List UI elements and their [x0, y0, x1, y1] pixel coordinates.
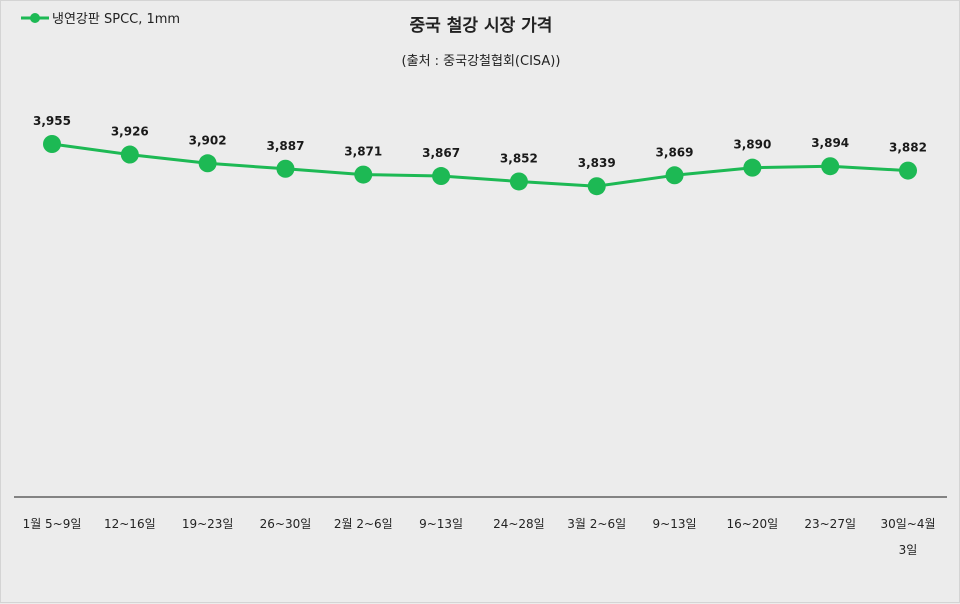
- data-label: 3,882: [889, 141, 927, 155]
- data-point: [120, 145, 139, 164]
- data-point: [43, 135, 61, 153]
- x-tick-label: 19~23일: [182, 517, 234, 531]
- data-label: 3,902: [189, 133, 227, 147]
- data-point: [509, 172, 528, 191]
- data-label: 3,869: [656, 145, 694, 159]
- x-tick-label: 24~28일: [493, 517, 545, 531]
- legend-dot-marker: [30, 13, 40, 23]
- data-label: 3,867: [422, 146, 460, 160]
- x-tick-label: 30일~4월 3일: [880, 517, 935, 557]
- x-tick-label: 9~13일: [419, 517, 463, 531]
- data-point: [665, 166, 684, 185]
- chart-subtitle: (출처 : 중국강철협회(CISA)): [402, 54, 561, 69]
- data-point: [432, 167, 451, 186]
- x-tick-label: 23~27일: [804, 517, 856, 531]
- x-tick-label: 2월 2~6일: [334, 517, 393, 531]
- data-label: 3,852: [500, 151, 538, 165]
- data-point: [743, 158, 762, 177]
- data-point: [899, 161, 917, 180]
- data-label: 3,894: [811, 136, 849, 150]
- data-label: 3,871: [344, 145, 382, 159]
- data-point: [276, 159, 295, 178]
- data-label: 3,839: [578, 156, 616, 170]
- x-tick-label: 9~13일: [653, 517, 697, 531]
- data-label: 3,955: [33, 114, 71, 128]
- data-point: [587, 177, 606, 196]
- data-point: [354, 165, 373, 184]
- x-tick-label: 16~20일: [727, 517, 779, 531]
- x-tick-label: 26~30일: [260, 517, 312, 531]
- legend: 냉연강판 SPCC, 1mm: [21, 12, 180, 27]
- data-label: 3,926: [111, 125, 149, 139]
- data-point: [198, 154, 217, 173]
- x-tick-label: 1월 5~9일: [23, 517, 82, 531]
- data-label: 3,887: [266, 139, 304, 153]
- data-point: [821, 157, 840, 176]
- legend-series-label: 냉연강판 SPCC, 1mm: [52, 12, 180, 27]
- x-tick-label: 3월 2~6일: [567, 517, 626, 531]
- x-tick-label: 12~16일: [104, 517, 156, 531]
- chart-title: 중국 철강 시장 가격: [410, 16, 553, 36]
- series-line: [51, 142, 909, 188]
- data-label: 3,890: [733, 138, 771, 152]
